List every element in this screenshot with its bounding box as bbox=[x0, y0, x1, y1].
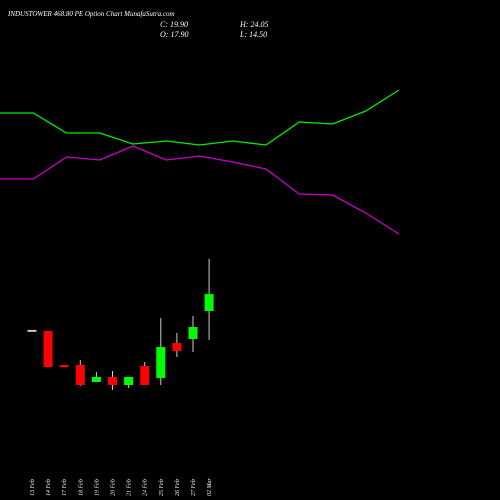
x-tick-label: 17 Feb bbox=[62, 479, 68, 496]
candle-body bbox=[124, 376, 134, 386]
indicator-line bbox=[0, 145, 400, 235]
candle-body bbox=[156, 347, 166, 378]
x-tick-label: 24 Feb bbox=[142, 479, 149, 496]
candle-body bbox=[172, 342, 182, 352]
candle-body bbox=[75, 364, 85, 386]
candle-body bbox=[188, 326, 198, 339]
x-tick-label: 25 Feb bbox=[159, 479, 165, 496]
x-tick-label: 13 Feb bbox=[30, 479, 36, 496]
indicator-line bbox=[0, 89, 400, 146]
candle-body bbox=[204, 294, 214, 312]
ohlc-low: L: 14.50 bbox=[239, 30, 267, 39]
x-tick-label: 14 Feb bbox=[45, 479, 52, 496]
x-tick-label: 26 Feb bbox=[175, 479, 181, 496]
candle-body bbox=[91, 376, 101, 382]
x-tick-label: 20 Feb bbox=[111, 479, 117, 496]
candle-body bbox=[27, 330, 37, 332]
candle-body bbox=[108, 376, 117, 386]
ohlc-open: O: 17.90 bbox=[160, 30, 188, 39]
candle-body bbox=[59, 364, 69, 368]
chart-title: INDUSTOWER 468.80 PE Option Chart Munafa… bbox=[7, 10, 175, 18]
candle-body bbox=[43, 330, 53, 368]
x-tick-label: 02 Mar bbox=[207, 478, 213, 496]
x-tick-label: 18 Feb bbox=[78, 479, 84, 496]
ohlc-high: H: 24.05 bbox=[239, 20, 268, 29]
candle-body bbox=[140, 366, 150, 386]
x-tick-label: 27 Feb bbox=[191, 479, 197, 496]
x-tick-label: 21 Feb bbox=[127, 479, 133, 496]
x-tick-label: 19 Feb bbox=[94, 479, 100, 496]
ohlc-close: C: 19.90 bbox=[160, 20, 188, 29]
